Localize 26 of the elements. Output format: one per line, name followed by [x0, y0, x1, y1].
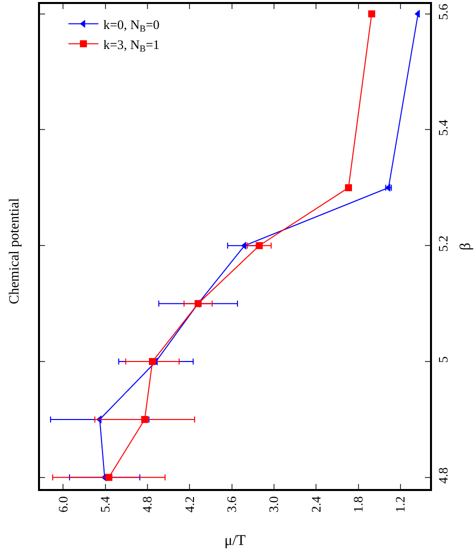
point: [240, 242, 246, 250]
point: [368, 10, 376, 18]
point: [344, 184, 352, 192]
point: [141, 416, 148, 423]
point: [148, 358, 156, 366]
x-tick-label: 4.2: [182, 496, 197, 512]
legend-label: k=0, N$_{B}$=0: [103, 16, 160, 34]
y-tick-label: 5.4: [436, 119, 451, 136]
point: [256, 242, 263, 250]
x-tick-label: 4.8: [140, 496, 155, 512]
y-axis-title: β: [458, 242, 474, 250]
x-tick-label: 3.0: [266, 496, 282, 512]
x-tick-label: 2.4: [308, 496, 324, 512]
x-tick-label: 1.2: [392, 496, 408, 512]
x-tick-label: 1.8: [350, 496, 366, 512]
text: Chemical potential: [8, 198, 23, 304]
y-tick-label: 5.6: [436, 3, 451, 20]
y-tick-label: 5.2: [436, 236, 451, 252]
x-tick-label: 6.0: [55, 496, 70, 512]
x-tick-label: 5.4: [98, 496, 113, 512]
x-tick-label: 3.6: [224, 496, 240, 512]
x-axis-title: μ/T: [224, 533, 246, 549]
point: [105, 474, 112, 481]
y-tick-label: 5: [436, 356, 451, 363]
y-tick-label: 4.8: [436, 467, 451, 484]
legend-label: k=3, N$_{B}$=1: [103, 36, 160, 54]
